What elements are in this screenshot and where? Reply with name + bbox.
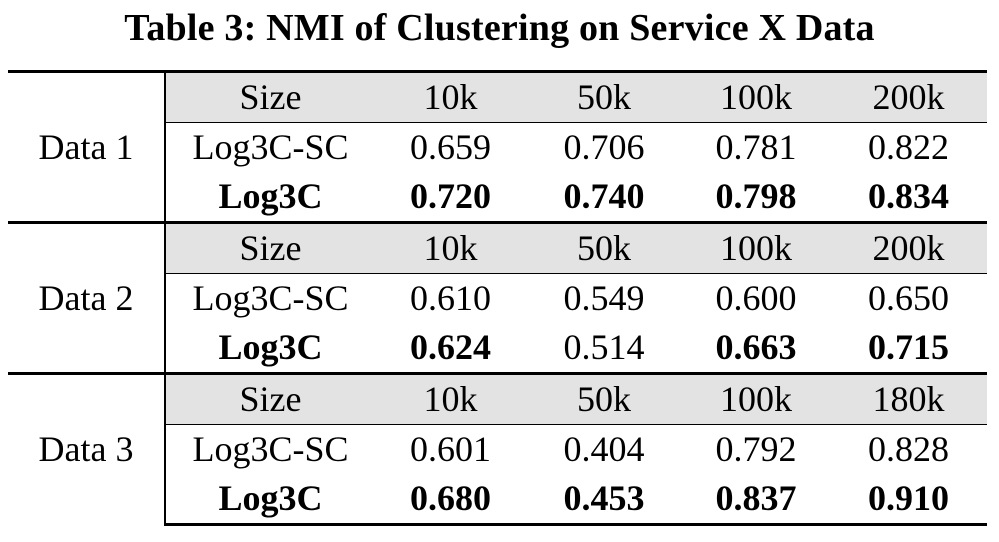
size-cell: 200k — [830, 221, 987, 274]
nmi-table-container: Data 1 Size 10k 50k 100k 200k Log3C-SC 0… — [8, 70, 987, 526]
method-name: Log3C — [218, 327, 323, 367]
value-cell: 0.453 — [526, 474, 682, 526]
value-cell: 0.910 — [830, 474, 987, 526]
value-cell: 0.781 — [682, 122, 830, 172]
size-cell: 100k — [682, 70, 830, 123]
value-cell: 0.837 — [682, 474, 830, 526]
value-cell: 0.404 — [526, 424, 682, 474]
value-cell: 0.600 — [682, 273, 830, 323]
size-cell: 10k — [375, 221, 526, 274]
value-cell: 0.659 — [375, 122, 526, 172]
value-cell: 0.740 — [563, 176, 645, 216]
value-cell: 0.834 — [868, 176, 949, 216]
size-cell: 50k — [526, 221, 682, 274]
value-cell: 0.792 — [682, 424, 830, 474]
size-cell: 180k — [830, 372, 987, 425]
method-row: Log3C 0.720 0.740 0.798 0.834 — [8, 172, 987, 223]
value-cell: 0.715 — [868, 327, 949, 367]
value-cell: 0.828 — [830, 424, 987, 474]
method-name: Log3C-SC — [165, 273, 375, 323]
value-cell: 0.822 — [830, 122, 987, 172]
size-row: Data 3 Size 10k 50k 100k 180k — [8, 372, 987, 525]
group-label: Data 1 — [8, 70, 166, 223]
size-cell: 10k — [375, 372, 526, 425]
value-cell: 0.601 — [375, 424, 526, 474]
value-cell: 0.680 — [375, 474, 526, 526]
size-row: Data 1 Size 10k 50k 100k 200k — [8, 70, 987, 223]
size-cell: 50k — [526, 372, 682, 425]
size-cell: 50k — [526, 70, 682, 123]
table-caption: Table 3: NMI of Clustering on Service X … — [124, 7, 875, 49]
size-cell: 100k — [682, 372, 830, 425]
value-cell: 0.549 — [526, 273, 682, 323]
size-header-label: Size — [165, 70, 375, 123]
value-cell: 0.610 — [375, 273, 526, 323]
value-cell: 0.706 — [526, 122, 682, 172]
method-name: Log3C-SC — [165, 122, 375, 172]
value-cell: 0.650 — [830, 273, 987, 323]
method-row: Log3C-SC 0.610 0.549 0.600 0.650 — [8, 273, 987, 323]
value-cell: 0.798 — [715, 176, 797, 216]
size-row: Data 2 Size 10k 50k 100k 200k — [8, 221, 987, 374]
method-name: Log3C — [165, 474, 375, 526]
value-cell: 0.720 — [410, 176, 491, 216]
method-row: Log3C 0.680 0.453 0.837 0.910 — [8, 474, 987, 526]
method-row: Log3C-SC 0.601 0.404 0.792 0.828 — [8, 424, 987, 474]
value-cell: 0.624 — [410, 327, 491, 367]
group-label: Data 2 — [8, 221, 166, 374]
value-cell: 0.663 — [715, 327, 797, 367]
size-cell: 100k — [682, 221, 830, 274]
group-label: Data 3 — [8, 372, 166, 525]
nmi-table: Data 1 Size 10k 50k 100k 200k Log3C-SC 0… — [8, 70, 987, 526]
method-row: Log3C 0.624 0.514 0.663 0.715 — [8, 323, 987, 374]
method-name: Log3C — [218, 176, 323, 216]
value-cell: 0.514 — [563, 327, 645, 367]
method-row: Log3C-SC 0.659 0.706 0.781 0.822 — [8, 122, 987, 172]
size-header-label: Size — [165, 372, 375, 425]
size-cell: 200k — [830, 70, 987, 123]
size-header-label: Size — [165, 221, 375, 274]
method-name: Log3C-SC — [165, 424, 375, 474]
size-cell: 10k — [375, 70, 526, 123]
